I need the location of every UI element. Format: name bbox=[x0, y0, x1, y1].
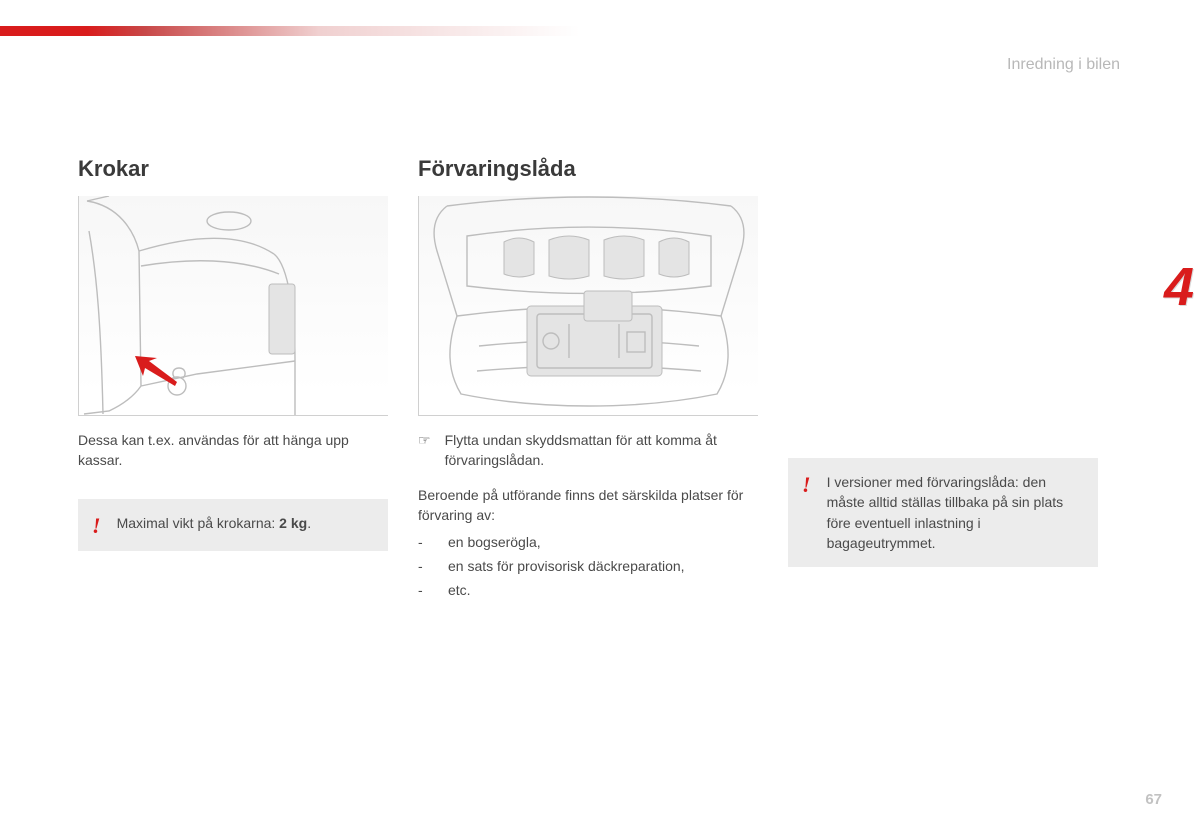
figure-hooks bbox=[78, 196, 388, 416]
list-item: -etc. bbox=[418, 579, 758, 603]
list-item: -en sats för provisorisk däckreparation, bbox=[418, 555, 758, 579]
section-header-label: Inredning i bilen bbox=[1007, 56, 1120, 74]
warning-hooks-text: Maximal vikt på krokarna: 2 kg. bbox=[117, 513, 312, 533]
column-storage: Förvaringslåda bbox=[418, 156, 758, 603]
hooks-illustration bbox=[79, 196, 388, 416]
warning-box-hooks: ! Maximal vikt på krokarna: 2 kg. bbox=[78, 499, 388, 551]
dash-icon: - bbox=[418, 579, 428, 603]
header-accent-bar bbox=[0, 26, 580, 36]
pointer-icon: ☞ bbox=[418, 430, 431, 471]
warning-icon: ! bbox=[802, 472, 811, 496]
warning-suffix: . bbox=[307, 515, 311, 531]
list-item: -en bogserögla, bbox=[418, 531, 758, 555]
column-hooks: Krokar Dessa kan t.ex. användas för att … bbox=[78, 156, 388, 603]
warning-icon: ! bbox=[92, 513, 101, 537]
warning-prefix: Maximal vikt på krokarna: bbox=[117, 515, 280, 531]
chapter-number: 4 bbox=[1164, 256, 1200, 318]
step-text: Flytta undan skyddsmattan för att komma … bbox=[445, 430, 758, 471]
storage-illustration bbox=[419, 196, 758, 416]
heading-hooks: Krokar bbox=[78, 156, 388, 182]
hooks-intro-text: Dessa kan t.ex. användas för att hänga u… bbox=[78, 430, 388, 471]
warning-box-storage: ! I versioner med förvaringslåda: den må… bbox=[788, 458, 1098, 567]
dash-icon: - bbox=[418, 555, 428, 579]
step-instruction: ☞ Flytta undan skyddsmattan för att komm… bbox=[418, 430, 758, 471]
dash-icon: - bbox=[418, 531, 428, 555]
column-warning-right: ! I versioner med förvaringslåda: den må… bbox=[788, 156, 1098, 603]
heading-storage: Förvaringslåda bbox=[418, 156, 758, 182]
warning-bold-value: 2 kg bbox=[279, 515, 307, 531]
storage-items-list: -en bogserögla, -en sats för provisorisk… bbox=[418, 531, 758, 602]
list-item-text: etc. bbox=[448, 579, 471, 603]
warning-storage-text: I versioner med förvaringslåda: den måst… bbox=[827, 472, 1082, 553]
list-item-text: en bogserögla, bbox=[448, 531, 541, 555]
figure-storage bbox=[418, 196, 758, 416]
list-item-text: en sats för provisorisk däckreparation, bbox=[448, 555, 685, 579]
content-grid: Krokar Dessa kan t.ex. användas för att … bbox=[78, 156, 1122, 603]
list-intro: Beroende på utförande finns det särskild… bbox=[418, 485, 758, 526]
